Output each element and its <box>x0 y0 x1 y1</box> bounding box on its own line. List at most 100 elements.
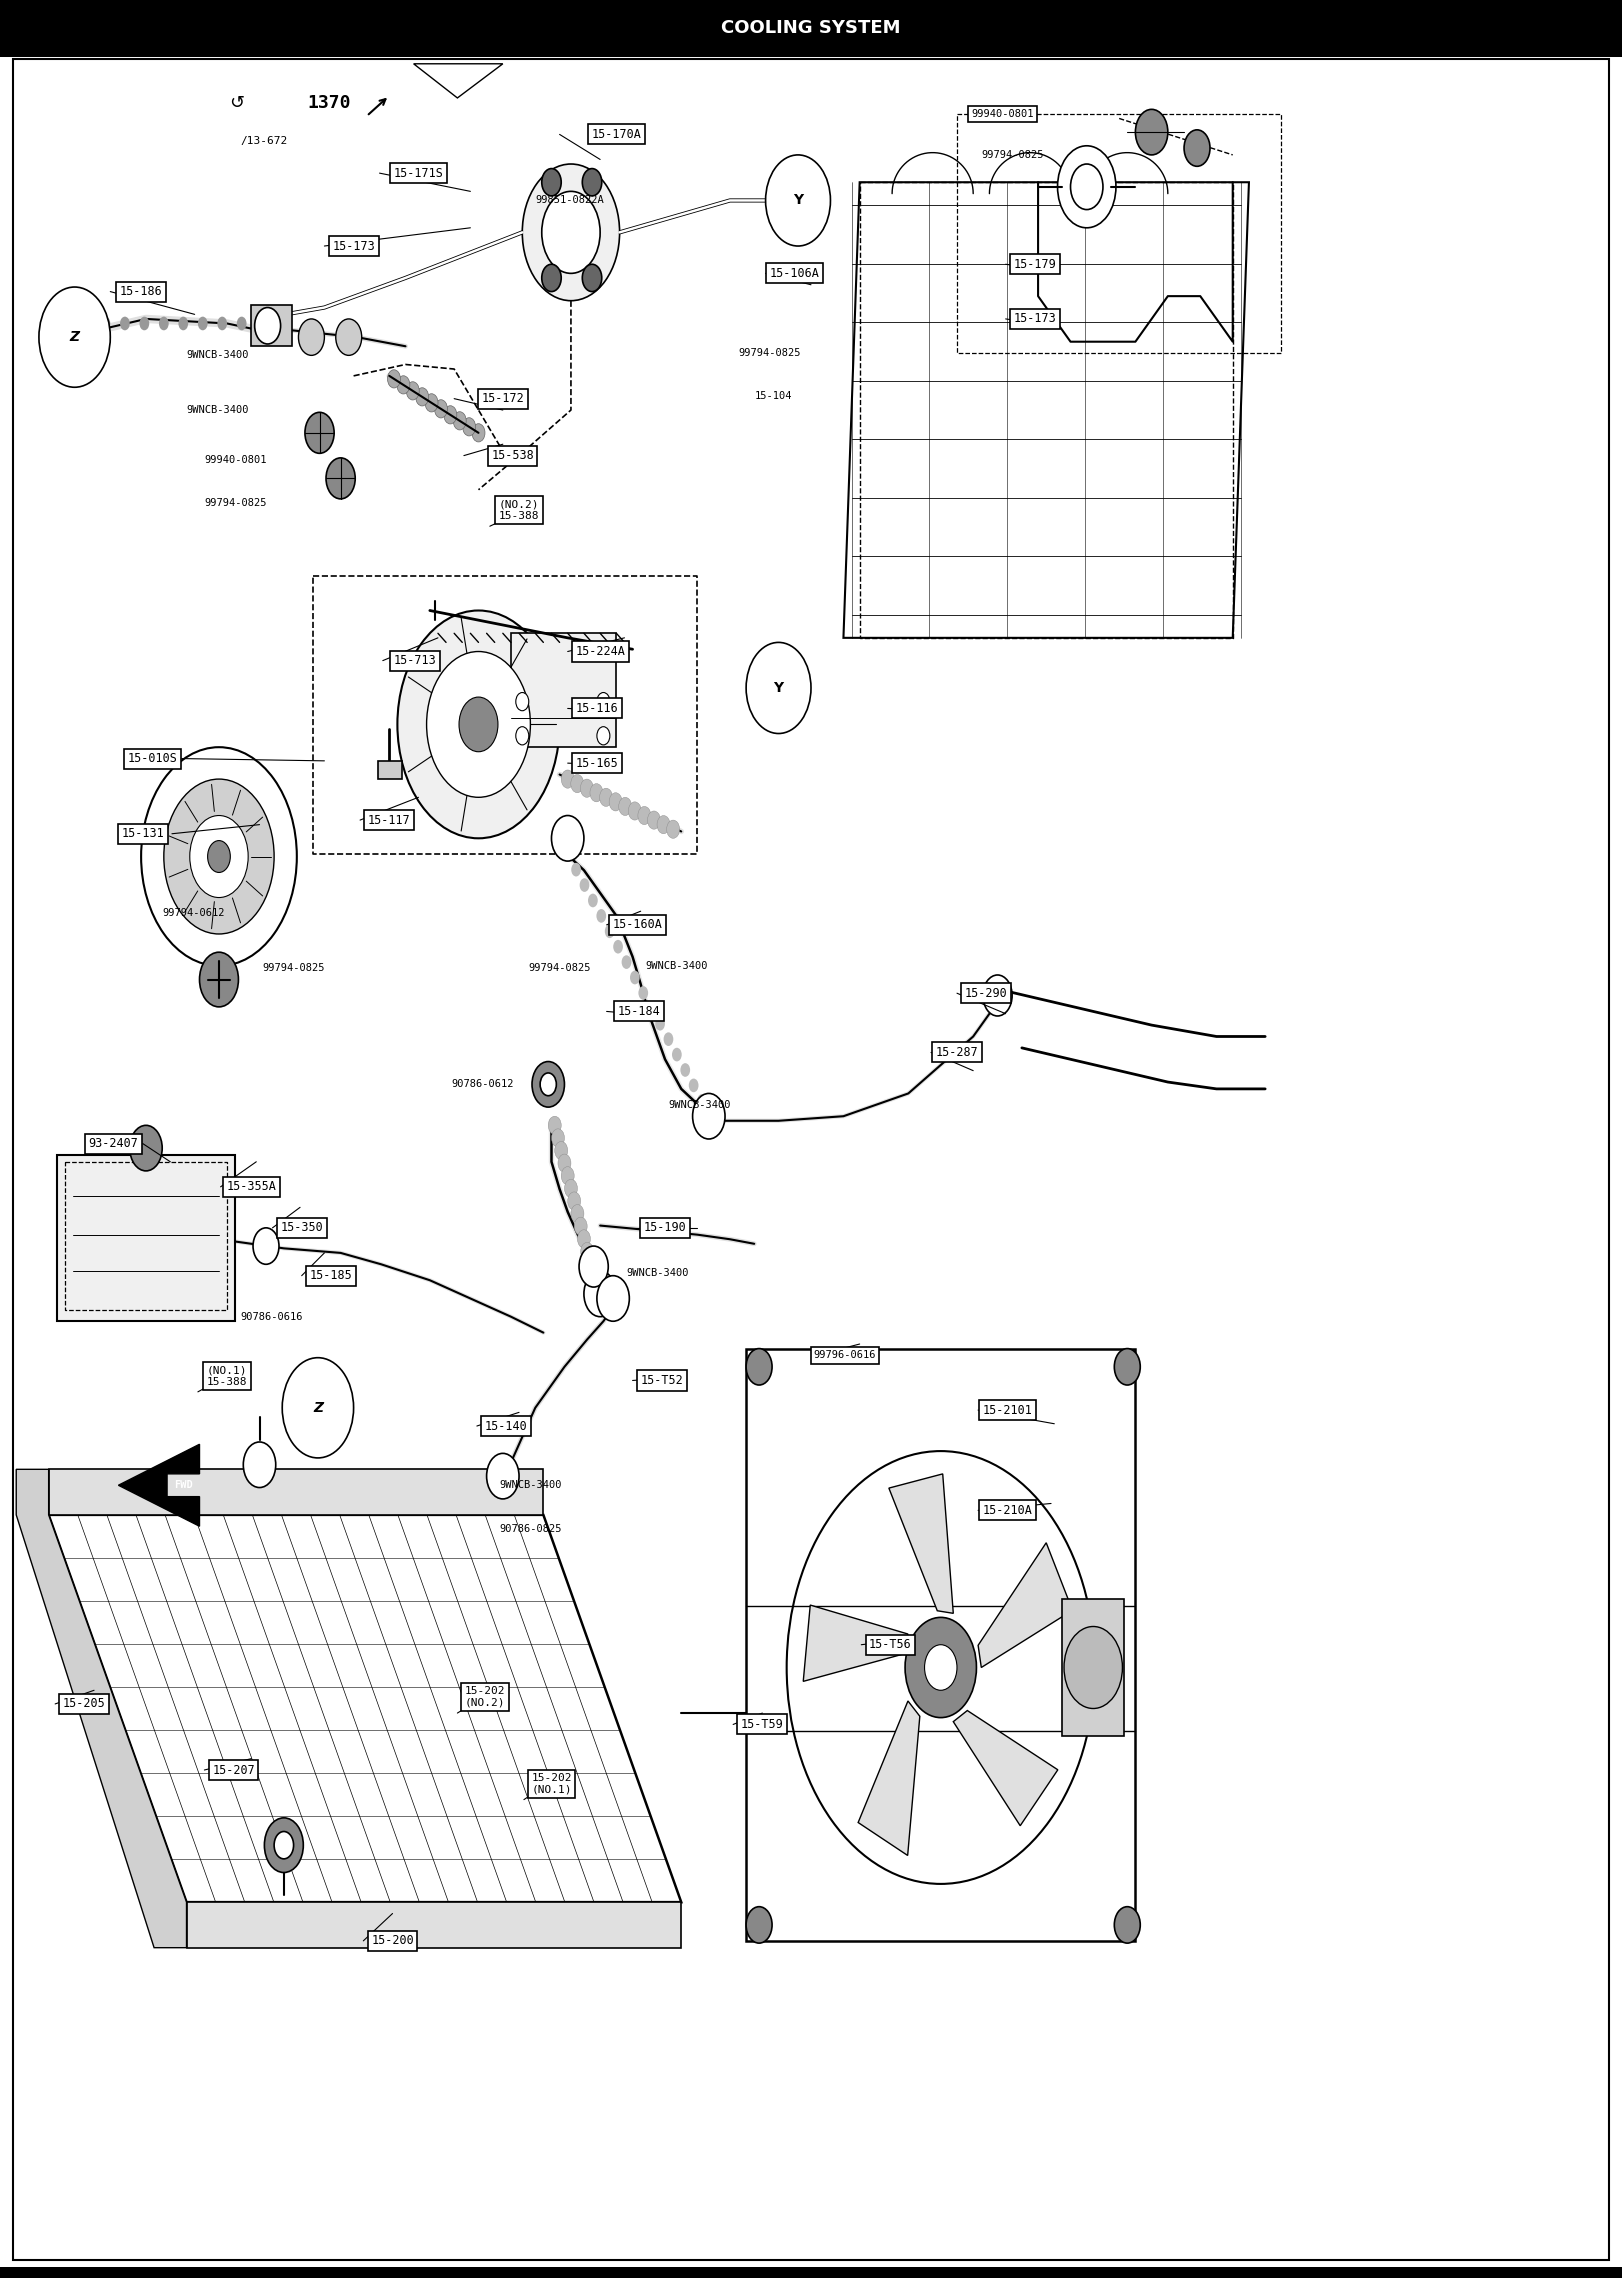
Text: 93-2407: 93-2407 <box>89 1137 138 1150</box>
Circle shape <box>1114 1349 1140 1385</box>
FancyBboxPatch shape <box>746 1349 1135 1941</box>
Polygon shape <box>858 1702 920 1857</box>
Polygon shape <box>187 1902 681 1948</box>
Text: 9WNCB-3400: 9WNCB-3400 <box>187 405 250 415</box>
Circle shape <box>637 806 650 825</box>
Circle shape <box>629 970 639 984</box>
Circle shape <box>558 1155 571 1173</box>
Circle shape <box>406 383 418 401</box>
Circle shape <box>305 412 334 453</box>
Text: 15-T52: 15-T52 <box>641 1374 683 1387</box>
Circle shape <box>579 879 589 893</box>
Circle shape <box>159 317 169 330</box>
Text: FWD: FWD <box>174 1481 193 1490</box>
Text: 15-190: 15-190 <box>644 1221 686 1235</box>
Text: 15-200: 15-200 <box>371 1934 414 1948</box>
Circle shape <box>208 841 230 872</box>
Circle shape <box>597 727 610 745</box>
Circle shape <box>282 1358 354 1458</box>
Text: 15-010S: 15-010S <box>128 752 177 765</box>
Text: Y: Y <box>774 681 783 695</box>
Text: 1370: 1370 <box>308 93 350 112</box>
Text: 99794-0825: 99794-0825 <box>204 499 268 508</box>
Circle shape <box>1064 1626 1122 1708</box>
Circle shape <box>561 770 574 788</box>
Text: 15-2101: 15-2101 <box>983 1403 1032 1417</box>
Circle shape <box>581 1242 594 1260</box>
Polygon shape <box>954 1711 1058 1825</box>
Text: 15-202
(NO.2): 15-202 (NO.2) <box>466 1686 504 1708</box>
Circle shape <box>579 1246 608 1287</box>
Text: Z: Z <box>70 330 79 344</box>
Circle shape <box>453 412 466 431</box>
Circle shape <box>336 319 362 355</box>
Text: 15-173: 15-173 <box>333 239 375 253</box>
Circle shape <box>590 1280 603 1298</box>
Circle shape <box>190 816 248 898</box>
Circle shape <box>581 779 594 797</box>
Text: Y: Y <box>793 194 803 207</box>
Circle shape <box>444 405 457 424</box>
Text: 99794-0825: 99794-0825 <box>981 150 1045 159</box>
Text: ↺: ↺ <box>229 93 245 112</box>
Text: 9WNCB-3400: 9WNCB-3400 <box>668 1100 732 1109</box>
Circle shape <box>120 317 130 330</box>
Text: 15-290: 15-290 <box>965 986 1007 1000</box>
Circle shape <box>571 863 581 877</box>
Circle shape <box>582 169 602 196</box>
Text: 15-207: 15-207 <box>212 1763 255 1777</box>
Text: /13-672: /13-672 <box>240 137 289 146</box>
Text: 15-106A: 15-106A <box>770 267 819 280</box>
Circle shape <box>589 893 599 907</box>
FancyBboxPatch shape <box>0 0 1622 57</box>
Circle shape <box>655 1016 665 1030</box>
Text: 90786-0825: 90786-0825 <box>500 1524 563 1533</box>
Circle shape <box>597 1276 629 1321</box>
Circle shape <box>217 317 227 330</box>
Circle shape <box>542 191 600 273</box>
Text: 15-185: 15-185 <box>310 1269 352 1283</box>
Circle shape <box>198 317 208 330</box>
FancyBboxPatch shape <box>511 633 616 747</box>
Circle shape <box>605 925 615 939</box>
Circle shape <box>462 417 475 435</box>
Circle shape <box>618 797 631 816</box>
Circle shape <box>680 1064 689 1077</box>
Circle shape <box>397 611 560 838</box>
Circle shape <box>561 1166 574 1185</box>
Circle shape <box>264 1818 303 1873</box>
Text: 90786-0616: 90786-0616 <box>240 1312 303 1321</box>
Polygon shape <box>803 1606 908 1681</box>
Text: 99796-0616: 99796-0616 <box>814 1351 876 1360</box>
Circle shape <box>388 369 401 387</box>
Text: 15-170A: 15-170A <box>592 128 641 141</box>
Circle shape <box>178 317 188 330</box>
Circle shape <box>237 317 247 330</box>
Circle shape <box>628 802 641 820</box>
Circle shape <box>516 727 529 745</box>
Text: 15-350: 15-350 <box>281 1221 323 1235</box>
Circle shape <box>663 1032 673 1046</box>
Circle shape <box>532 1062 564 1107</box>
Text: 15-171S: 15-171S <box>394 166 443 180</box>
Circle shape <box>571 775 584 793</box>
Circle shape <box>657 816 670 834</box>
Text: 15-116: 15-116 <box>576 702 618 715</box>
Circle shape <box>584 1271 616 1317</box>
Circle shape <box>130 1125 162 1171</box>
Text: 90786-0612: 90786-0612 <box>451 1080 514 1089</box>
Circle shape <box>164 779 274 934</box>
Text: 15-173: 15-173 <box>1014 312 1056 326</box>
Text: 15-186: 15-186 <box>120 285 162 298</box>
Circle shape <box>639 986 649 1000</box>
Polygon shape <box>978 1542 1072 1667</box>
Circle shape <box>139 317 149 330</box>
Circle shape <box>746 642 811 734</box>
Circle shape <box>459 697 498 752</box>
Circle shape <box>577 1230 590 1248</box>
Text: 99940-0801: 99940-0801 <box>972 109 1033 118</box>
Circle shape <box>746 1907 772 1943</box>
Polygon shape <box>118 1444 200 1526</box>
FancyBboxPatch shape <box>0 2267 1622 2278</box>
FancyBboxPatch shape <box>378 761 402 779</box>
